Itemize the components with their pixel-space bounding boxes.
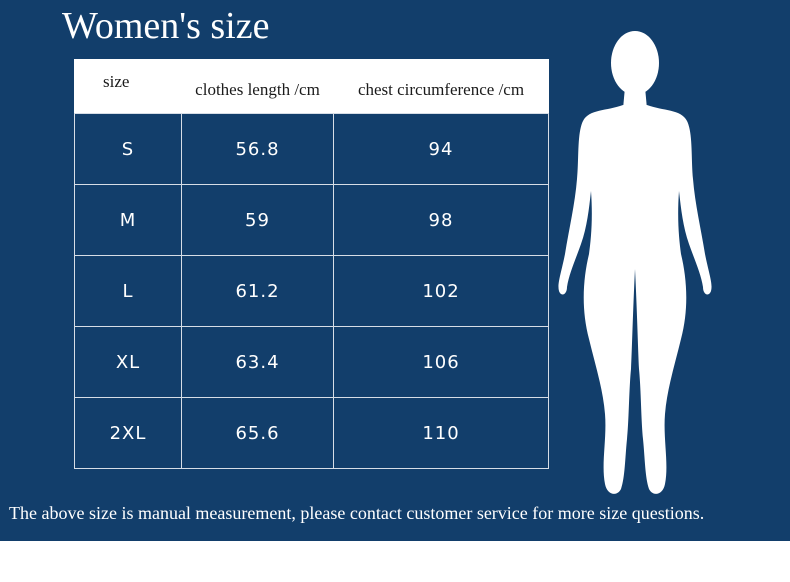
size-cell: M: [74, 184, 182, 256]
size-chart-panel: Women's size size clothes length /cm che…: [0, 0, 790, 541]
clothes-length-cell: 65.6: [181, 397, 334, 469]
size-cell: XL: [74, 326, 182, 398]
header-chest-circumference: chest circumference /cm: [333, 59, 549, 114]
size-cell: L: [74, 255, 182, 327]
table-row: 2XL 65.6 110: [74, 397, 549, 469]
table-row: S 56.8 94: [74, 113, 549, 185]
clothes-length-cell: 63.4: [181, 326, 334, 398]
header-size: size: [74, 59, 182, 114]
chest-circumference-cell: 106: [333, 326, 549, 398]
female-body-silhouette-icon: [558, 31, 712, 494]
size-cell: S: [74, 113, 182, 185]
table-row: XL 63.4 106: [74, 326, 549, 398]
size-table: size clothes length /cm chest circumfere…: [74, 59, 549, 469]
page-title: Women's size: [62, 5, 270, 47]
chest-circumference-cell: 102: [333, 255, 549, 327]
clothes-length-cell: 59: [181, 184, 334, 256]
chest-circumference-cell: 94: [333, 113, 549, 185]
size-cell: 2XL: [74, 397, 182, 469]
table-header-row: size clothes length /cm chest circumfere…: [74, 59, 549, 114]
chest-circumference-cell: 110: [333, 397, 549, 469]
clothes-length-cell: 61.2: [181, 255, 334, 327]
clothes-length-cell: 56.8: [181, 113, 334, 185]
table-row: M 59 98: [74, 184, 549, 256]
chest-circumference-cell: 98: [333, 184, 549, 256]
table-row: L 61.2 102: [74, 255, 549, 327]
header-clothes-length: clothes length /cm: [181, 59, 334, 114]
footnote: The above size is manual measurement, pl…: [9, 503, 705, 523]
